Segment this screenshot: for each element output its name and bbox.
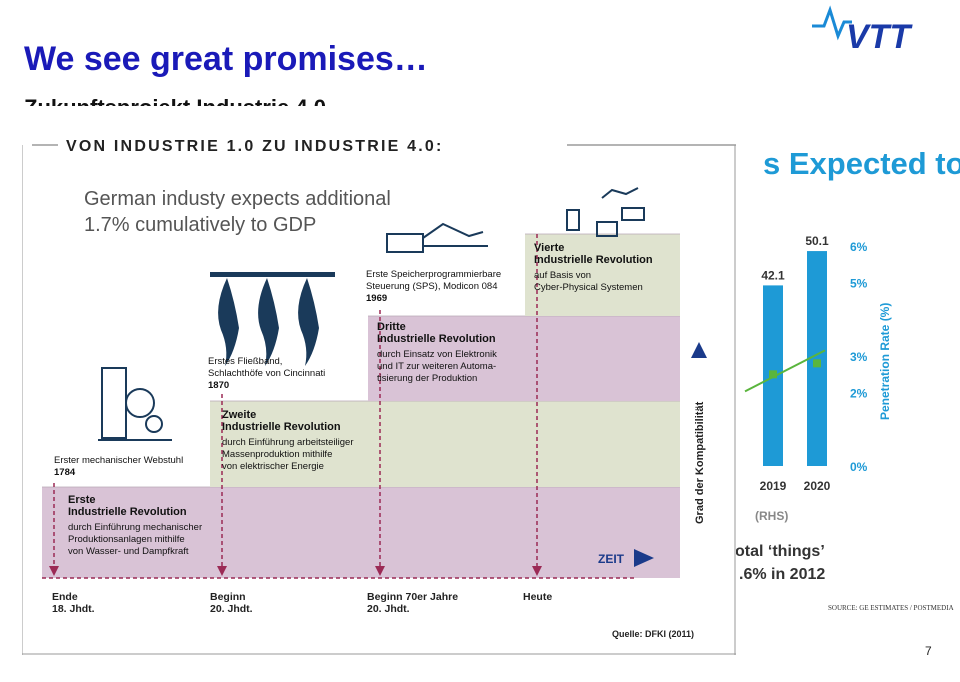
infographic-title: VON INDUSTRIE 1.0 ZU INDUSTRIE 4.0: bbox=[66, 138, 444, 155]
category-label-2019: 2019 bbox=[760, 479, 787, 493]
event-year-3: 1969 bbox=[366, 293, 388, 304]
timeline-label-2: Beginn 20. Jhdt. bbox=[210, 591, 253, 615]
event-name-1: Erster mechanischer Webstuhl bbox=[54, 455, 184, 466]
slide-subtitle-cut: Zukunftsprojekt Industrie 4.0 bbox=[24, 92, 404, 106]
era-marker-arrow-2 bbox=[217, 566, 227, 576]
stage-title-3: Dritte Industrielle Revolution bbox=[377, 321, 496, 345]
event-name-2: Erstes Fließband, Schlachthöfe von Cinci… bbox=[208, 356, 326, 379]
era-marker-arrow-1 bbox=[49, 566, 59, 576]
event-name-3: Erste Speicherprogrammierbare Steuerung … bbox=[366, 269, 502, 292]
right-tick-2: 3% bbox=[850, 350, 868, 364]
stage-desc-1: durch Einführung mechanischer Produktion… bbox=[68, 522, 203, 557]
bar-2020 bbox=[807, 251, 827, 466]
bar-label-2020: 50.1 bbox=[805, 234, 829, 248]
slide-title: We see great promises… bbox=[24, 40, 428, 78]
penetration-point-2020 bbox=[813, 359, 821, 368]
plc-illustration bbox=[386, 222, 488, 253]
right-tick-1: 5% bbox=[850, 277, 868, 291]
event-2: Erstes Fließband, Schlachthöfe von Cinci… bbox=[208, 356, 325, 392]
event-year-2: 1870 bbox=[208, 380, 230, 391]
gdp-callout: German industy expects additional 1.7% c… bbox=[84, 186, 391, 238]
background-chart-plot: 42.1 2019 50.1 2020 6% 5% 3% 2% 0% Penetration Ra… bbox=[744, 234, 892, 523]
timeline-label-3: Beginn 70er Jahre 20. Jhdt. bbox=[367, 591, 459, 615]
era-marker-arrow-4 bbox=[532, 566, 542, 576]
background-chart-source: SOURCE: GE ESTIMATES / POSTMEDIA bbox=[828, 604, 954, 612]
vtt-logo-icon: VTT bbox=[812, 5, 913, 56]
loom-illustration bbox=[98, 367, 172, 441]
event-3: Erste Speicherprogrammierbare Steuerung … bbox=[366, 269, 501, 305]
stage-band-1 bbox=[42, 487, 680, 578]
event-year-1: 1784 bbox=[54, 467, 76, 478]
assembly-line-illustration bbox=[210, 272, 335, 366]
y-axis-label: Grad der Kompatibilität bbox=[694, 401, 706, 524]
infographic-source: Quelle: DFKI (2011) bbox=[612, 629, 695, 639]
event-1: Erster mechanischer Webstuhl 1784 bbox=[54, 455, 183, 479]
time-axis-arrow bbox=[634, 549, 654, 567]
compat-axis-arrow bbox=[691, 342, 707, 358]
timeline-label-4: Heute bbox=[523, 591, 553, 603]
right-axis-label: Penetration Rate (%) bbox=[878, 303, 892, 420]
page-number: 7 bbox=[925, 644, 932, 658]
right-tick-0: 6% bbox=[850, 240, 868, 254]
stage-band-4 bbox=[525, 234, 680, 316]
vtt-logo-text: VTT bbox=[846, 18, 913, 52]
right-tick-4: 0% bbox=[850, 460, 868, 474]
background-chart-caption-1: otal ‘things’ bbox=[735, 543, 825, 560]
background-chart: s Expected to 42.1 2019 50.1 2020 6% 5% 3% 2% 0%… bbox=[715, 128, 960, 598]
stage-title-2: Zweite Industrielle Revolution bbox=[222, 409, 341, 433]
industry-40-infographic: VON INDUSTRIE 1.0 ZU INDUSTRIE 4.0: ZEIT G… bbox=[22, 128, 736, 655]
timeline-label-1: Ende 18. Jhdt. bbox=[52, 591, 95, 615]
stage-desc-4: auf Basis von Cyber-Physical Systemen bbox=[534, 270, 643, 293]
stage-band-3 bbox=[368, 316, 680, 401]
bar-label-2019: 42.1 bbox=[761, 268, 785, 282]
gdp-callout-line-1: German industy expects additional bbox=[84, 188, 391, 210]
background-chart-heading: s Expected to bbox=[763, 146, 960, 181]
gdp-callout-line-2: 1.7% cumulatively to GDP bbox=[84, 214, 317, 236]
penetration-line bbox=[744, 349, 826, 393]
stage-title-1: Erste Industrielle Revolution bbox=[68, 494, 187, 518]
era-marker-arrow-3 bbox=[375, 566, 385, 576]
x-axis-label: ZEIT bbox=[598, 552, 625, 566]
penetration-point-2019 bbox=[769, 370, 777, 379]
stage-title-4: Vierte Industrielle Revolution bbox=[534, 242, 653, 266]
category-label-2020: 2020 bbox=[804, 479, 831, 493]
background-chart-caption-2: .6% in 2012 bbox=[739, 566, 826, 583]
cps-illustration bbox=[566, 187, 645, 237]
stage-band-2 bbox=[210, 401, 680, 487]
rhs-label: (RHS) bbox=[755, 509, 788, 523]
right-tick-3: 2% bbox=[850, 387, 868, 401]
infographic-plot: VON INDUSTRIE 1.0 ZU INDUSTRIE 4.0: ZEIT G… bbox=[22, 138, 736, 655]
vtt-logo: VTT bbox=[808, 4, 938, 56]
stage-desc-2: durch Einführung arbeitsteiliger Massenp… bbox=[222, 437, 354, 472]
stage-desc-3: durch Einsatz von Elektronik und IT zur … bbox=[377, 349, 497, 384]
